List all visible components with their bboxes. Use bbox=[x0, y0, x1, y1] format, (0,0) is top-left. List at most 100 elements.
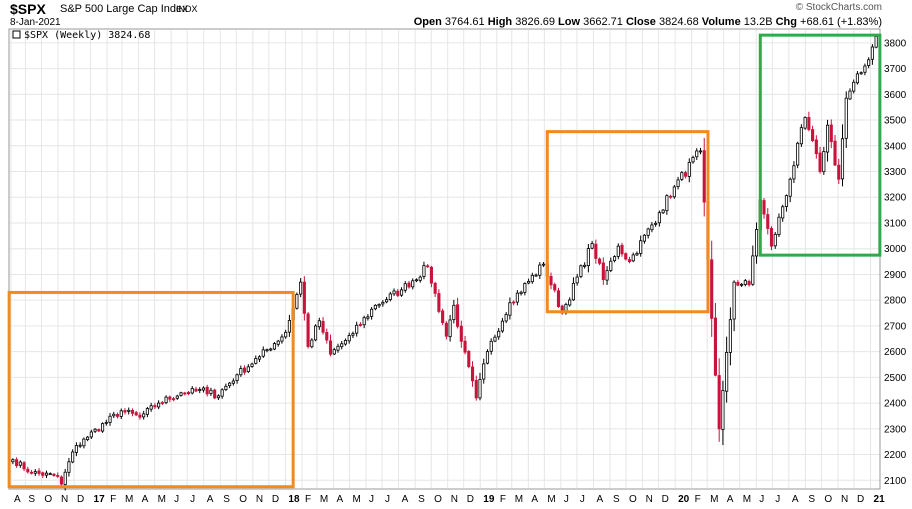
candle-body bbox=[302, 281, 306, 314]
x-tick-label: N bbox=[646, 494, 653, 505]
candle-body bbox=[874, 36, 878, 48]
candle bbox=[134, 410, 138, 417]
candle-body bbox=[747, 281, 751, 286]
candle bbox=[366, 314, 370, 321]
candle bbox=[18, 460, 22, 468]
legend: $SPX (Weekly) 3824.68 bbox=[12, 30, 150, 41]
candle-body bbox=[343, 340, 348, 345]
candle-body bbox=[493, 336, 497, 342]
candle-body bbox=[231, 380, 235, 384]
candle bbox=[164, 395, 168, 405]
candle-body bbox=[556, 290, 561, 307]
candle-body bbox=[590, 243, 594, 249]
candle bbox=[631, 252, 635, 263]
candle bbox=[370, 306, 374, 320]
candle-body bbox=[661, 209, 665, 214]
candle bbox=[769, 226, 774, 251]
candle-body bbox=[366, 316, 370, 319]
candle bbox=[840, 124, 845, 187]
candle bbox=[863, 63, 867, 76]
candle-body bbox=[138, 414, 142, 418]
candle bbox=[725, 336, 729, 403]
candle bbox=[403, 281, 407, 293]
candle bbox=[695, 148, 699, 160]
candle bbox=[362, 315, 366, 329]
highlight-boxes bbox=[7, 33, 882, 489]
candle bbox=[837, 158, 841, 184]
candle bbox=[194, 386, 198, 393]
y-tick-label: 2600 bbox=[884, 347, 907, 358]
candle bbox=[201, 386, 206, 393]
candle-body bbox=[683, 172, 688, 177]
candle bbox=[538, 262, 542, 279]
candle-body bbox=[340, 343, 344, 348]
candle-body bbox=[44, 472, 49, 476]
candle bbox=[829, 119, 833, 149]
candle bbox=[224, 383, 228, 392]
candle-body bbox=[571, 282, 575, 301]
candle-body bbox=[175, 395, 179, 399]
candle-body bbox=[115, 414, 120, 417]
x-tick-label: A bbox=[336, 494, 343, 505]
candle bbox=[157, 400, 161, 410]
candle-body bbox=[26, 468, 30, 473]
candle-body bbox=[508, 302, 512, 316]
candle-body bbox=[164, 396, 168, 404]
candle bbox=[351, 331, 355, 339]
open-label: Open bbox=[413, 16, 442, 28]
candle bbox=[844, 91, 848, 148]
candle bbox=[26, 466, 30, 474]
y-tick-label: 2900 bbox=[884, 270, 907, 281]
candle-body bbox=[265, 349, 269, 352]
candle-body bbox=[605, 270, 609, 281]
candle-body bbox=[325, 332, 329, 341]
x-tick-label: D bbox=[77, 494, 84, 505]
quote-date: 8-Jan-2021 bbox=[10, 17, 61, 28]
candle-body bbox=[811, 129, 815, 141]
candle bbox=[687, 158, 691, 183]
candle bbox=[74, 442, 78, 457]
candle-body bbox=[287, 320, 291, 333]
x-tick-label: M bbox=[125, 494, 133, 505]
close-value: 3824.68 bbox=[658, 16, 699, 28]
candle bbox=[852, 79, 856, 94]
candle-body bbox=[347, 335, 351, 342]
y-tick-label: 2700 bbox=[884, 321, 907, 332]
x-tick-label: D bbox=[272, 494, 279, 505]
candle bbox=[553, 282, 557, 293]
candle bbox=[467, 350, 471, 369]
candle-body bbox=[500, 320, 504, 332]
candle bbox=[317, 317, 321, 330]
candle-body bbox=[695, 150, 699, 158]
candle-body bbox=[190, 388, 194, 394]
chart-header: $SPX S&P 500 Large Cap Index INDX 8-Jan-… bbox=[0, 0, 912, 30]
candle bbox=[616, 243, 620, 260]
legend-text: $SPX (Weekly) 3824.68 bbox=[24, 30, 150, 41]
candle bbox=[340, 340, 344, 350]
x-tick-label: S bbox=[808, 494, 815, 505]
candle bbox=[683, 170, 688, 179]
high-label: High bbox=[487, 16, 513, 28]
candle-body bbox=[172, 398, 176, 401]
candle-body bbox=[15, 459, 19, 467]
candle bbox=[314, 324, 318, 342]
candle bbox=[497, 328, 501, 340]
candle bbox=[612, 255, 617, 263]
candle bbox=[22, 461, 26, 472]
candle-body bbox=[82, 438, 86, 447]
candle-body bbox=[519, 291, 523, 295]
candles bbox=[11, 33, 878, 491]
candle bbox=[332, 347, 336, 356]
candle bbox=[855, 71, 860, 85]
candle bbox=[601, 257, 605, 285]
candle-body bbox=[497, 330, 501, 338]
low-label: Low bbox=[558, 16, 581, 28]
candle-body bbox=[702, 150, 706, 203]
candle-body bbox=[86, 436, 90, 441]
candle-body bbox=[665, 195, 669, 212]
candle bbox=[310, 338, 314, 349]
candle bbox=[766, 208, 770, 235]
orange-highlight-box bbox=[7, 290, 295, 489]
candle-body bbox=[777, 216, 781, 236]
